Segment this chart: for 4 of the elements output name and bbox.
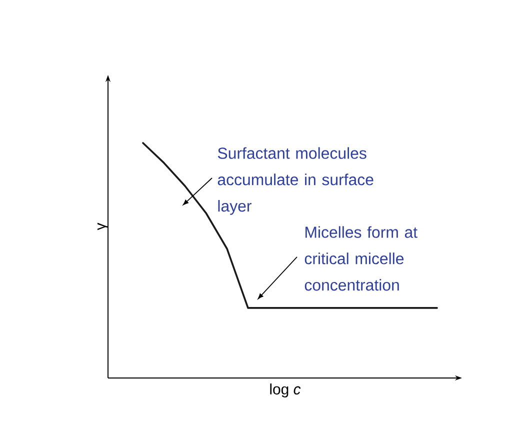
y-axis-title: γ: [98, 222, 108, 230]
x-axis-title: log c: [270, 384, 301, 398]
annotation: Micelles form at critical micelle concentration: [304, 226, 418, 291]
annotation: Surfactant molecules accumulate in surface layer: [218, 147, 374, 215]
